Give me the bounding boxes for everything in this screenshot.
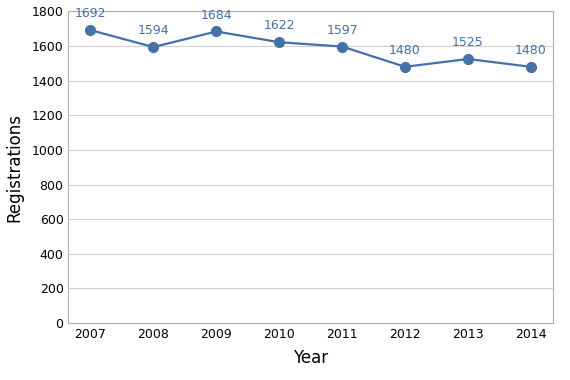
Text: 1594: 1594 <box>137 24 169 37</box>
Text: 1480: 1480 <box>515 44 547 57</box>
Text: 1525: 1525 <box>452 36 484 49</box>
Text: 1622: 1622 <box>263 19 295 33</box>
X-axis label: Year: Year <box>293 349 328 367</box>
Y-axis label: Registrations: Registrations <box>5 113 23 222</box>
Text: 1597: 1597 <box>326 24 358 37</box>
Text: 1480: 1480 <box>389 44 421 57</box>
Text: 1692: 1692 <box>75 7 106 21</box>
Text: 1684: 1684 <box>201 9 232 22</box>
